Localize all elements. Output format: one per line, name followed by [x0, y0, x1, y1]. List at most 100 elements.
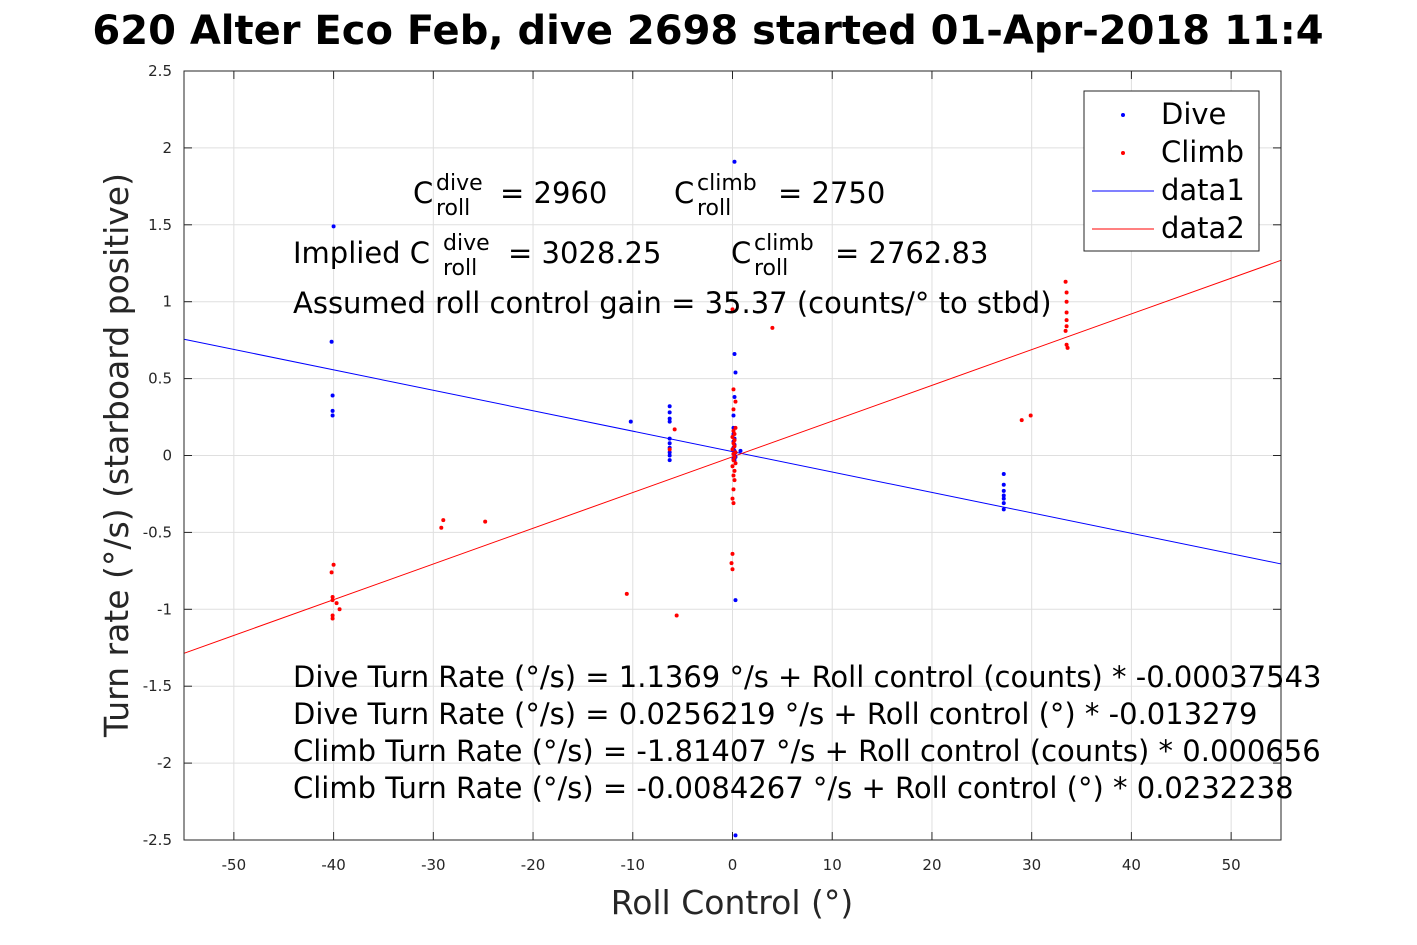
point-climb	[732, 438, 737, 443]
annotation-equation-2: Dive Turn Rate (°/s) = 0.0256219 °/s + R…	[293, 697, 1258, 731]
x-tick-label: -40	[321, 856, 346, 874]
legend-label-data2: data2	[1161, 211, 1245, 245]
annotation-equation-3: Climb Turn Rate (°/s) = -1.81407 °/s + R…	[293, 734, 1321, 768]
svg-text:dive: dive	[436, 171, 483, 196]
annotation-gain: Assumed roll control gain = 35.37 (count…	[293, 286, 1052, 320]
point-climb	[732, 478, 737, 483]
annotation-c-roll-climb: C climb roll = 2750	[674, 171, 885, 221]
point-dive	[1001, 471, 1006, 476]
point-dive	[667, 410, 672, 415]
point-dive	[667, 453, 672, 458]
point-dive	[667, 441, 672, 446]
svg-text:C: C	[674, 176, 694, 210]
point-dive	[667, 450, 672, 455]
point-climb	[337, 607, 342, 612]
point-climb	[732, 468, 737, 473]
x-tick-label: 20	[922, 856, 941, 874]
point-climb	[624, 591, 629, 596]
y-tick-label: -1.5	[143, 677, 172, 695]
point-dive	[731, 413, 736, 418]
point-dive	[733, 370, 738, 375]
point-climb	[732, 444, 737, 449]
point-climb	[731, 501, 736, 506]
fit-line-data2	[183, 259, 1282, 654]
point-climb	[731, 387, 736, 392]
legend-marker-climb	[1121, 151, 1125, 155]
y-tick-label: -0.5	[143, 523, 172, 541]
point-climb	[731, 487, 736, 492]
point-climb	[1028, 413, 1033, 418]
svg-text:C: C	[731, 236, 751, 270]
svg-text:roll: roll	[697, 196, 731, 221]
svg-text:roll: roll	[443, 256, 477, 281]
chart-title: 620 Alter Eco Feb, dive 2698 started 01-…	[92, 8, 1323, 54]
svg-text:C: C	[413, 176, 433, 210]
point-climb	[730, 435, 735, 440]
annotation-equation-1: Dive Turn Rate (°/s) = 1.1369 °/s + Roll…	[293, 660, 1321, 694]
svg-text:dive: dive	[443, 231, 490, 256]
point-dive	[1001, 493, 1006, 498]
y-tick-label: 2	[162, 139, 172, 157]
point-dive	[733, 833, 738, 838]
point-climb	[730, 496, 735, 501]
point-climb	[674, 613, 679, 618]
point-climb	[731, 451, 736, 456]
point-climb	[1063, 279, 1068, 284]
point-dive	[667, 416, 672, 421]
svg-text:= 2750: = 2750	[778, 176, 885, 210]
y-tick-label: -2.5	[143, 831, 172, 849]
point-climb	[1065, 345, 1070, 350]
point-climb	[330, 594, 335, 599]
point-dive	[732, 395, 737, 400]
point-climb	[730, 464, 735, 469]
y-axis-title: Turn rate (°/s) (starboard positive)	[97, 173, 136, 738]
y-tick-label: 0	[162, 447, 172, 465]
svg-text:roll: roll	[436, 196, 470, 221]
y-tick-label: 2.5	[148, 62, 172, 80]
svg-text:climb: climb	[697, 171, 757, 196]
point-dive	[329, 339, 334, 344]
point-climb	[672, 427, 677, 432]
point-climb	[730, 551, 735, 556]
point-dive	[1001, 507, 1006, 512]
point-dive	[667, 458, 672, 463]
point-dive	[732, 159, 737, 164]
x-tick-label: -30	[421, 856, 446, 874]
point-climb	[730, 567, 735, 572]
point-dive	[667, 419, 672, 424]
point-dive	[667, 436, 672, 441]
legend-label-dive: Dive	[1161, 97, 1226, 131]
point-climb	[733, 399, 738, 404]
x-tick-label: 0	[728, 856, 738, 874]
point-climb	[1063, 328, 1068, 333]
point-dive	[1001, 482, 1006, 487]
point-climb	[331, 562, 336, 567]
point-climb	[731, 458, 736, 463]
annotation-equation-4: Climb Turn Rate (°/s) = -0.0084267 °/s +…	[293, 771, 1294, 805]
point-climb	[439, 525, 444, 530]
point-climb	[1019, 418, 1024, 423]
point-climb	[1064, 299, 1069, 304]
point-climb	[1064, 342, 1069, 347]
point-dive	[330, 413, 335, 418]
y-tick-label: -1	[157, 600, 172, 618]
point-dive	[628, 419, 633, 424]
x-tick-label: -50	[222, 856, 247, 874]
point-climb	[732, 431, 737, 436]
point-climb	[334, 601, 339, 606]
x-tick-label: -10	[621, 856, 646, 874]
point-dive	[667, 404, 672, 409]
annotation-c-roll-dive: C dive roll = 2960	[413, 171, 607, 221]
y-tick-label: 1.5	[148, 216, 172, 234]
line-layer	[183, 259, 1282, 654]
y-tick-label: -2	[157, 754, 172, 772]
point-dive	[1001, 496, 1006, 501]
point-climb	[731, 428, 736, 433]
svg-text:= 2762.83: = 2762.83	[835, 236, 988, 270]
point-climb	[729, 561, 734, 566]
point-climb	[730, 307, 735, 312]
x-tick-label: 10	[823, 856, 842, 874]
fit-line-data1	[183, 338, 1282, 565]
svg-text:Implied C: Implied C	[293, 236, 430, 270]
